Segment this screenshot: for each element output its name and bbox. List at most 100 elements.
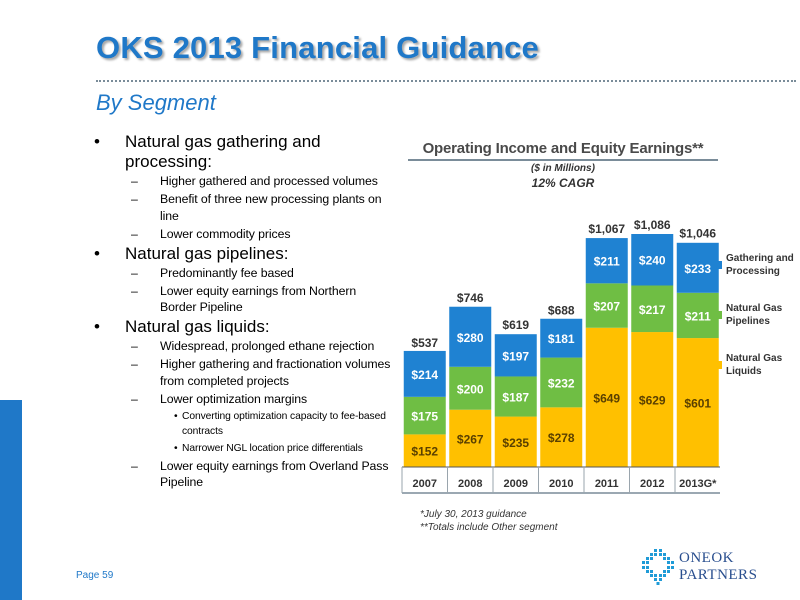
bar-value-label: $214 xyxy=(411,368,438,382)
bar-value-label: $211 xyxy=(685,309,711,323)
bar-segment xyxy=(403,434,446,467)
company-logo: ONEOK PARTNERS xyxy=(640,547,760,587)
left-accent-bar xyxy=(0,400,22,600)
bar-segment xyxy=(540,357,583,408)
footnote-guidance: *July 30, 2013 guidance xyxy=(420,509,527,520)
bar-segment xyxy=(540,318,583,358)
bar-segment xyxy=(676,242,719,293)
logo-word-partners: PARTNERS xyxy=(679,567,758,583)
x-tick-label: 2012 xyxy=(640,478,664,490)
bar-value-label: $181 xyxy=(548,332,575,346)
legend-item-pipelines: Natural Gas Pipelines xyxy=(714,302,800,352)
bar-segment xyxy=(540,407,583,467)
title-divider xyxy=(96,80,796,82)
legend-item-gathering: Gathering and Processing xyxy=(714,252,800,302)
sub-bullet: – Higher gathering and fractionation volu… xyxy=(131,357,391,388)
legend-swatch xyxy=(714,361,722,369)
bar-segment xyxy=(494,334,537,377)
stacked-bar-chart: $152 $175 $214 $537 2007 $267 $200 $280 $746 2008… xyxy=(401,218,720,494)
bar-value-label: $187 xyxy=(502,391,529,405)
bar-value-label: $280 xyxy=(457,331,484,345)
bar-value-label: $278 xyxy=(548,431,575,445)
chart-footnotes: *July 30, 2013 guidance **Totals include… xyxy=(420,508,558,534)
logo-mark-icon xyxy=(642,549,674,585)
page-number: Page 59 xyxy=(76,570,114,581)
bar-segment xyxy=(449,306,492,367)
bar-value-label: $233 xyxy=(684,262,711,276)
slide-title: OKS 2013 Financial Guidance xyxy=(96,30,540,65)
bar-segment xyxy=(403,396,446,435)
bullet-heading: Natural gas gathering and processing: xyxy=(125,132,321,171)
legend-item-liquids: Natural Gas Liquids xyxy=(714,352,800,402)
sub-bullet: – Lower equity earnings from Overland Pas… xyxy=(131,458,389,490)
bar-value-label: $197 xyxy=(502,349,529,363)
sub-bullet: – Lower equity earnings from Northern Bor… xyxy=(131,283,357,315)
bar-value-label: $240 xyxy=(639,254,666,268)
bullet-mark: • xyxy=(94,132,100,151)
bullet-heading: Natural gas pipelines: xyxy=(125,243,289,263)
bar-total-label: $537 xyxy=(411,336,438,350)
bar-segment xyxy=(449,366,492,410)
bullet-heading: Natural gas liquids: xyxy=(125,317,270,336)
bar-segment xyxy=(676,338,719,467)
chart-legend: Gathering and Processing Natural Gas Pip… xyxy=(714,252,800,402)
bullet-gas-pipelines: • Natural gas pipelines: xyxy=(90,244,395,264)
chart-cagr-label: 12% CAGR xyxy=(531,176,595,190)
sub-bullet: – Lower optimization margins xyxy=(131,391,308,406)
bar-value-label: $217 xyxy=(639,303,666,317)
slide-subtitle: By Segment xyxy=(96,90,216,115)
legend-swatch xyxy=(714,311,722,319)
bullet-gas-liquids: • Natural gas liquids: xyxy=(90,317,395,337)
x-tick-label: 2010 xyxy=(549,478,573,490)
bar-segment xyxy=(494,416,537,467)
chart-title: Operating Income and Equity Earnings** xyxy=(408,140,718,161)
bar-segment xyxy=(585,327,628,467)
bar-segment xyxy=(494,376,537,417)
bar-value-label: $175 xyxy=(411,410,438,424)
bar-segment xyxy=(403,350,446,397)
bar-value-label: $200 xyxy=(457,382,484,396)
x-tick-label: 2009 xyxy=(504,478,528,490)
bar-value-label: $207 xyxy=(593,300,620,314)
legend-swatch xyxy=(714,261,722,269)
bar-total-label: $1,067 xyxy=(588,222,625,236)
bar-total-label: $688 xyxy=(548,303,575,317)
bar-total-label: $1,086 xyxy=(634,218,671,232)
chart-units-label: ($ in Millions) xyxy=(531,163,595,174)
bar-total-label: $619 xyxy=(502,318,529,332)
bar-segment xyxy=(449,409,492,467)
bar-segment xyxy=(631,234,674,286)
bar-segment xyxy=(585,238,628,284)
sub-sub-bullet: • Narrower NGL location price differentia… xyxy=(174,442,363,454)
bar-value-label: $211 xyxy=(594,255,620,269)
x-tick-label: 2011 xyxy=(595,478,619,490)
bullet-list: • Natural gas gathering and processing: … xyxy=(90,132,395,492)
x-tick-label: 2008 xyxy=(458,478,482,490)
x-tick-label: 2013G* xyxy=(679,478,717,490)
bar-segment xyxy=(585,283,628,328)
bar-value-label: $601 xyxy=(684,397,711,411)
bar-value-label: $267 xyxy=(457,432,484,446)
bar-segment xyxy=(631,332,674,467)
footnote-totals: **Totals include Other segment xyxy=(420,522,558,533)
bar-segment xyxy=(676,292,719,339)
bar-total-label: $746 xyxy=(457,291,484,305)
bullet-gathering-processing: • Natural gas gathering and processing: xyxy=(90,132,395,172)
bar-value-label: $629 xyxy=(639,394,666,408)
bar-total-label: $1,046 xyxy=(679,227,716,241)
sub-sub-bullet: • Converting optimization capacity to fee… xyxy=(174,410,386,437)
sub-bullet: – Benefit of three new processing plants … xyxy=(131,192,382,223)
bullet-mark: • xyxy=(94,243,100,263)
bar-value-label: $649 xyxy=(593,391,620,405)
sub-bullet: – Lower commodity prices xyxy=(131,226,291,241)
x-tick-label: 2007 xyxy=(413,478,437,490)
sub-bullet: – Widespread, prolonged ethane rejection xyxy=(131,339,375,353)
bullet-mark: • xyxy=(94,317,100,336)
logo-word-oneok: ONEOK xyxy=(679,550,734,566)
bar-segment xyxy=(631,285,674,333)
sub-bullet: – Predominantly fee based xyxy=(131,265,294,280)
bar-value-label: $232 xyxy=(548,376,575,390)
sub-bullet: – Higher gathered and processed volumes xyxy=(131,174,378,188)
bar-value-label: $152 xyxy=(411,445,438,459)
bar-value-label: $235 xyxy=(502,436,529,450)
